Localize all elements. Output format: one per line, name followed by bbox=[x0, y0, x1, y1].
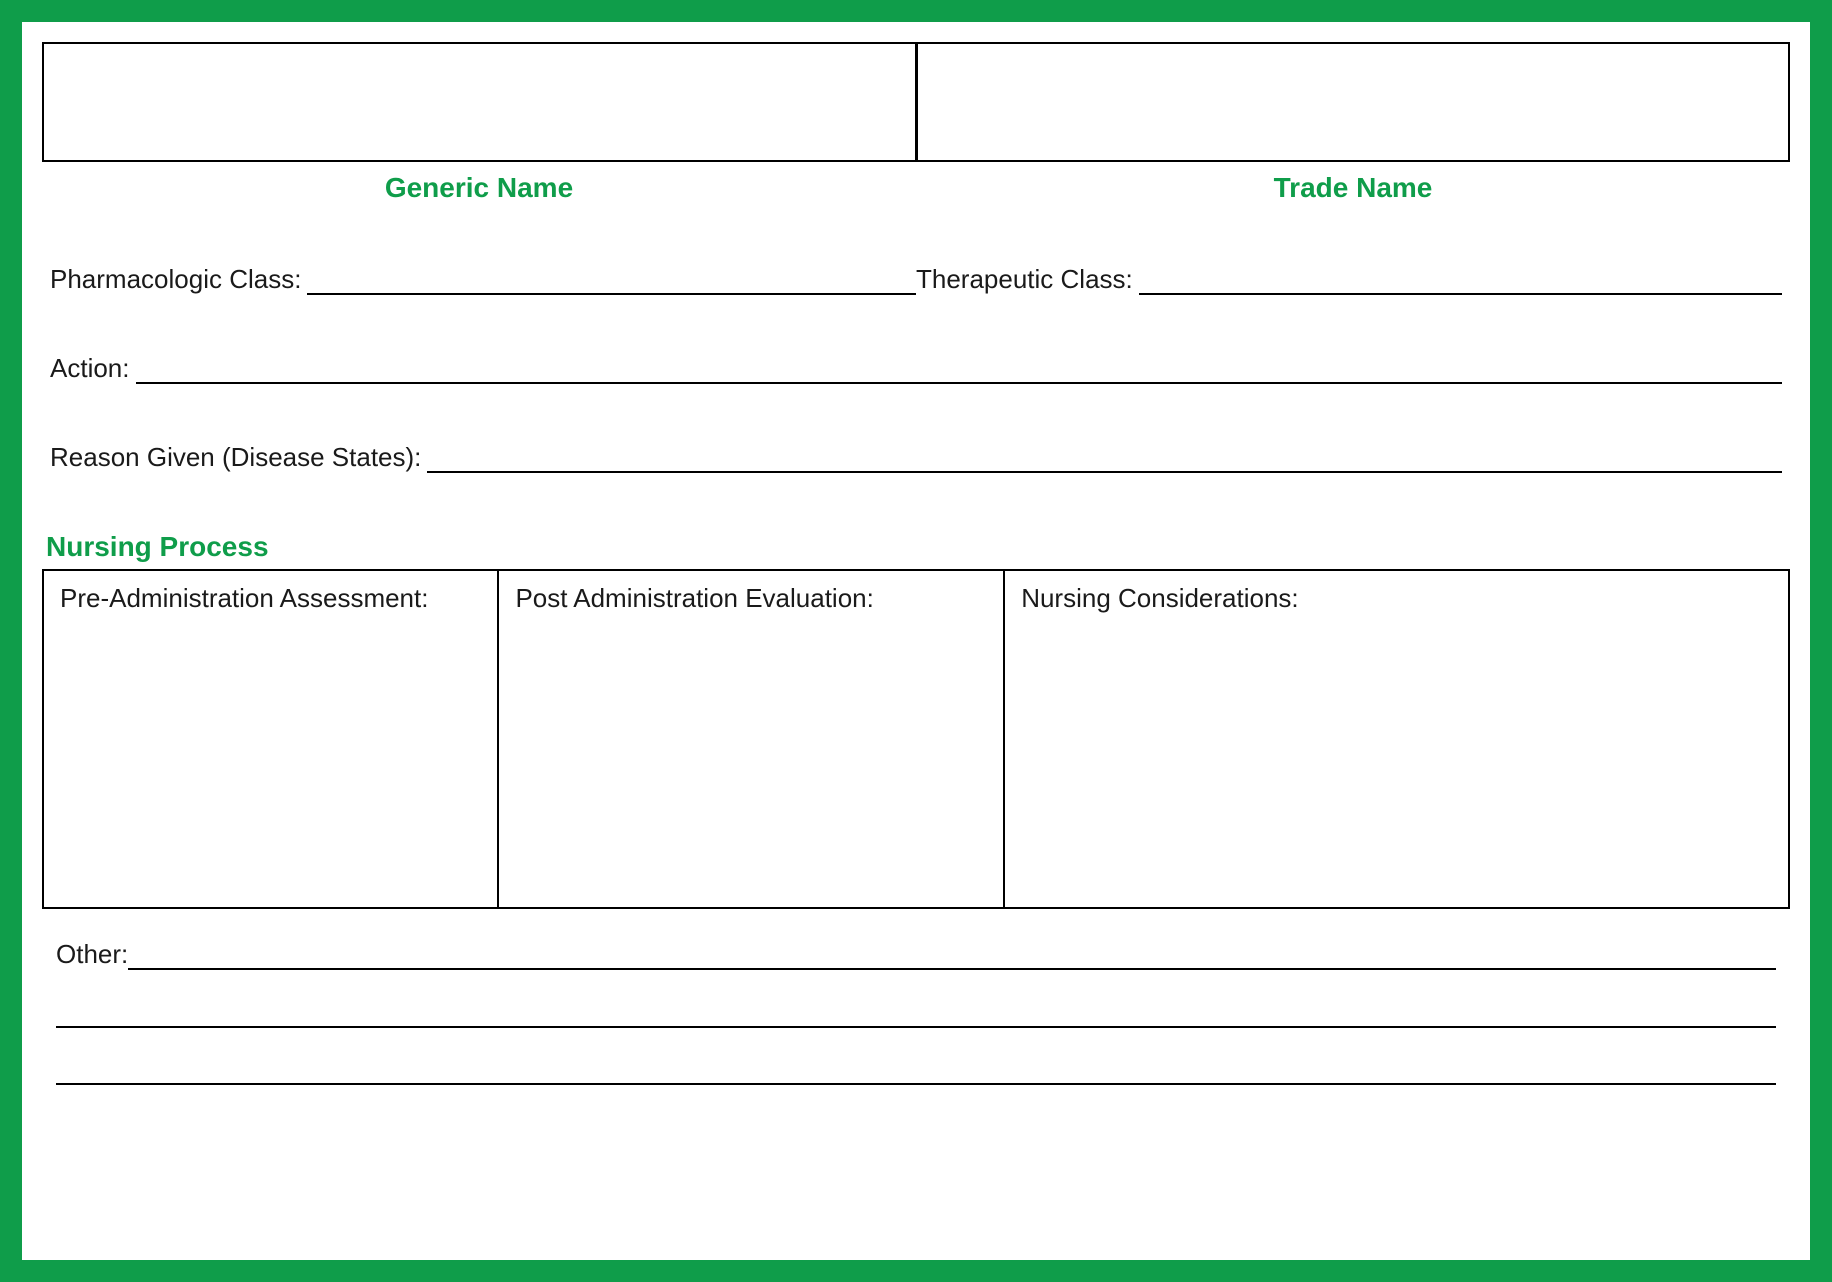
other-label: Other: bbox=[56, 939, 128, 970]
reason-given-input[interactable] bbox=[427, 444, 1782, 473]
action-row: Action: bbox=[50, 353, 1782, 384]
generic-name-label: Generic Name bbox=[42, 172, 916, 204]
nursing-considerations-label: Nursing Considerations: bbox=[1021, 583, 1298, 613]
other-line-2[interactable] bbox=[56, 1010, 1776, 1028]
other-line-3[interactable] bbox=[56, 1068, 1776, 1086]
nursing-considerations-cell[interactable]: Nursing Considerations: bbox=[1003, 571, 1788, 907]
post-admin-evaluation-label: Post Administration Evaluation: bbox=[515, 583, 873, 613]
action-input[interactable] bbox=[136, 355, 1783, 384]
name-box-labels: Generic Name Trade Name bbox=[42, 172, 1790, 204]
reason-given-label: Reason Given (Disease States): bbox=[50, 442, 421, 473]
generic-name-box[interactable] bbox=[44, 44, 915, 160]
name-box-row bbox=[42, 42, 1790, 162]
therapeutic-class-input[interactable] bbox=[1139, 266, 1782, 295]
other-section: Other: bbox=[56, 939, 1776, 1085]
other-line-1[interactable] bbox=[128, 941, 1776, 970]
therapeutic-class-label: Therapeutic Class: bbox=[916, 264, 1133, 295]
reason-given-row: Reason Given (Disease States): bbox=[50, 442, 1782, 473]
class-row: Pharmacologic Class: Therapeutic Class: bbox=[50, 264, 1782, 295]
nursing-process-table: Pre-Administration Assessment: Post Admi… bbox=[42, 569, 1790, 909]
trade-name-label: Trade Name bbox=[916, 172, 1790, 204]
pre-admin-assessment-label: Pre-Administration Assessment: bbox=[60, 583, 428, 613]
nursing-process-title: Nursing Process bbox=[46, 531, 1790, 563]
action-label: Action: bbox=[50, 353, 130, 384]
post-admin-evaluation-cell[interactable]: Post Administration Evaluation: bbox=[497, 571, 1003, 907]
pharmacologic-class-label: Pharmacologic Class: bbox=[50, 264, 301, 295]
drug-card-frame: Generic Name Trade Name Pharmacologic Cl… bbox=[0, 0, 1832, 1282]
pharmacologic-class-input[interactable] bbox=[307, 266, 916, 295]
pre-admin-assessment-cell[interactable]: Pre-Administration Assessment: bbox=[44, 571, 497, 907]
trade-name-box[interactable] bbox=[915, 44, 1789, 160]
